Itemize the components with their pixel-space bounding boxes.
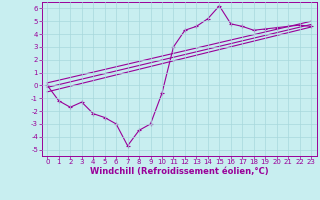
X-axis label: Windchill (Refroidissement éolien,°C): Windchill (Refroidissement éolien,°C) — [90, 167, 268, 176]
